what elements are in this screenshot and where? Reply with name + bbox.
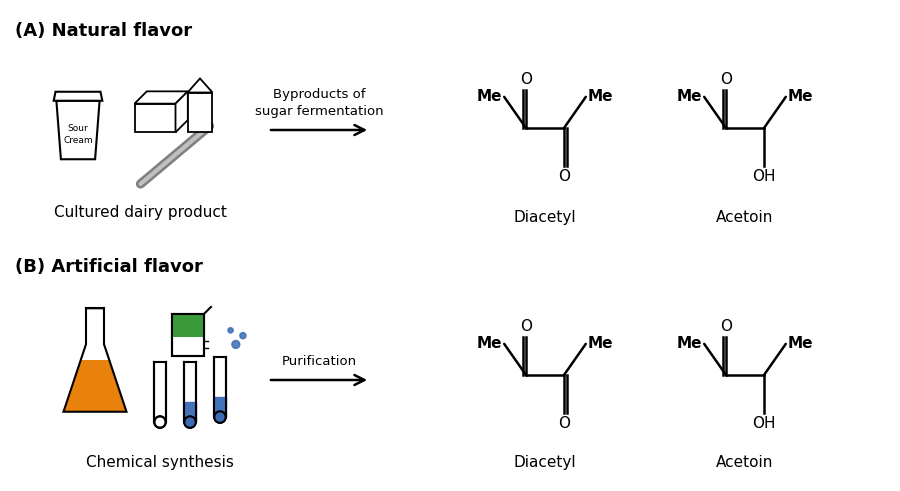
Text: Chemical synthesis: Chemical synthesis <box>86 455 234 470</box>
Text: Me: Me <box>677 89 702 105</box>
Text: O: O <box>520 319 532 334</box>
Text: Purification: Purification <box>282 355 356 368</box>
Text: O: O <box>720 72 732 87</box>
Polygon shape <box>134 104 176 133</box>
Polygon shape <box>187 92 212 132</box>
Ellipse shape <box>214 411 226 423</box>
Text: Me: Me <box>477 89 502 105</box>
Text: (B) Artificial flavor: (B) Artificial flavor <box>15 258 203 276</box>
Polygon shape <box>172 314 204 356</box>
Polygon shape <box>57 101 100 159</box>
Polygon shape <box>64 360 127 412</box>
Ellipse shape <box>214 411 226 423</box>
Text: Acetoin: Acetoin <box>716 210 774 225</box>
Text: Me: Me <box>677 336 702 352</box>
Polygon shape <box>172 314 204 337</box>
Polygon shape <box>134 91 188 104</box>
Text: O: O <box>520 72 532 87</box>
Ellipse shape <box>184 416 195 428</box>
Circle shape <box>239 332 246 339</box>
Text: Me: Me <box>588 336 613 352</box>
Circle shape <box>232 340 239 349</box>
Text: Sour
Cream: Sour Cream <box>63 124 93 144</box>
Text: Acetoin: Acetoin <box>716 455 774 470</box>
Text: O: O <box>558 416 570 431</box>
Text: Diacetyl: Diacetyl <box>514 455 576 470</box>
Text: Me: Me <box>788 89 814 105</box>
Ellipse shape <box>184 416 195 428</box>
Text: O: O <box>558 169 570 184</box>
Text: Cultured dairy product: Cultured dairy product <box>54 205 227 220</box>
Text: OH: OH <box>752 416 776 431</box>
Text: Me: Me <box>477 336 502 352</box>
Polygon shape <box>54 92 103 101</box>
Polygon shape <box>187 79 212 92</box>
Circle shape <box>228 327 233 333</box>
Text: Byproducts of
sugar fermentation: Byproducts of sugar fermentation <box>255 88 383 118</box>
Text: Diacetyl: Diacetyl <box>514 210 576 225</box>
Text: (A) Natural flavor: (A) Natural flavor <box>15 22 192 40</box>
Text: O: O <box>720 319 732 334</box>
Ellipse shape <box>154 416 166 428</box>
Text: Me: Me <box>588 89 613 105</box>
Text: Me: Me <box>788 336 814 352</box>
Polygon shape <box>176 91 188 133</box>
Text: OH: OH <box>752 169 776 184</box>
